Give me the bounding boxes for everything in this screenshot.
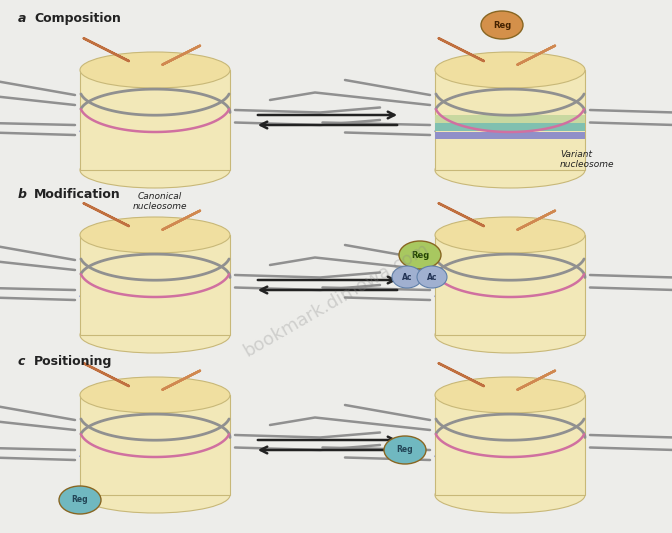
- Text: Ac: Ac: [427, 272, 437, 281]
- Ellipse shape: [80, 477, 230, 513]
- Text: Reg: Reg: [411, 251, 429, 260]
- Ellipse shape: [435, 317, 585, 353]
- Text: Variant
nucleosome: Variant nucleosome: [560, 150, 614, 169]
- Ellipse shape: [435, 477, 585, 513]
- Ellipse shape: [435, 52, 585, 88]
- Ellipse shape: [80, 217, 230, 253]
- Ellipse shape: [80, 317, 230, 353]
- Ellipse shape: [399, 241, 441, 269]
- Ellipse shape: [392, 266, 422, 288]
- Ellipse shape: [59, 486, 101, 514]
- Text: Canonical
nucleosome: Canonical nucleosome: [133, 192, 187, 212]
- Text: a: a: [18, 12, 26, 25]
- Bar: [80, 235, 230, 335]
- Bar: [80, 395, 230, 495]
- Bar: [435, 123, 585, 131]
- Bar: [435, 70, 585, 170]
- Text: Composition: Composition: [34, 12, 121, 25]
- Text: Reg: Reg: [396, 446, 413, 455]
- Text: c: c: [18, 355, 26, 368]
- Bar: [435, 395, 585, 495]
- Ellipse shape: [435, 152, 585, 188]
- Bar: [435, 115, 585, 123]
- Ellipse shape: [80, 52, 230, 88]
- Text: Ac: Ac: [402, 272, 412, 281]
- Ellipse shape: [481, 11, 523, 39]
- Text: b: b: [18, 188, 27, 201]
- Text: bookmark.dimowa.com: bookmark.dimowa.com: [240, 239, 432, 361]
- Text: Reg: Reg: [72, 496, 88, 505]
- Text: Modification: Modification: [34, 188, 121, 201]
- Ellipse shape: [435, 217, 585, 253]
- Ellipse shape: [80, 377, 230, 413]
- Bar: [435, 235, 585, 335]
- Ellipse shape: [384, 436, 426, 464]
- Text: Reg: Reg: [493, 20, 511, 29]
- Ellipse shape: [435, 377, 585, 413]
- Text: Positioning: Positioning: [34, 355, 112, 368]
- Bar: [80, 70, 230, 170]
- Ellipse shape: [80, 152, 230, 188]
- Ellipse shape: [417, 266, 447, 288]
- Bar: [435, 132, 585, 139]
